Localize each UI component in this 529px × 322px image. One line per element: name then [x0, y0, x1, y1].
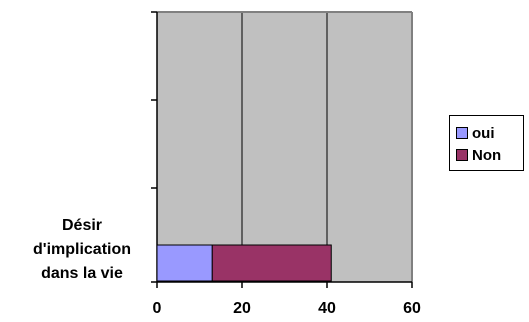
legend-item-oui: oui [456, 124, 495, 142]
x-tick-label-20: 20 [233, 300, 251, 317]
category-label-line-3: dans la vie [41, 265, 123, 282]
x-tick-label-60: 60 [403, 300, 421, 317]
legend-item-non: Non [456, 146, 501, 164]
bar-non [211, 244, 332, 282]
category-label: Désir d'implication dans la vie [18, 214, 146, 286]
legend: oui Non [449, 115, 524, 171]
category-label-line-2: d'implication [32, 241, 132, 258]
legend-swatch-non [456, 149, 468, 161]
x-tick-label-0: 0 [153, 300, 162, 317]
category-label-line-1: Désir [61, 217, 103, 234]
legend-swatch-oui [456, 127, 468, 139]
x-tick-label-40: 40 [318, 300, 336, 317]
legend-label-oui: oui [472, 124, 495, 142]
legend-label-non: Non [472, 146, 502, 164]
bar-oui [156, 244, 213, 282]
plot-area [157, 12, 412, 282]
